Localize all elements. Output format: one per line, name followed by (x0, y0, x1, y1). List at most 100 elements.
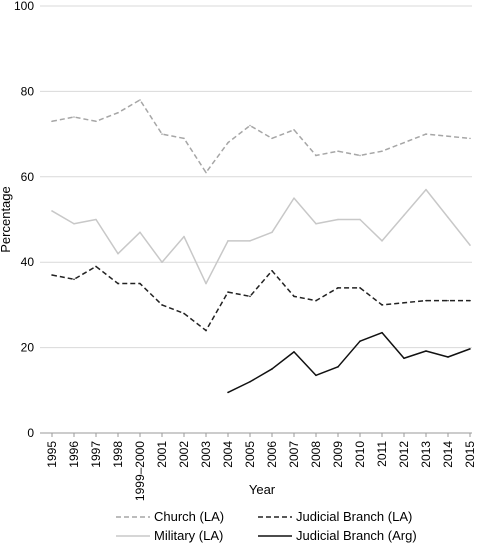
data-point (139, 99, 141, 101)
data-point (403, 301, 405, 304)
data-point (271, 368, 273, 370)
x-tick-label: 2004 (221, 441, 235, 468)
data-point (337, 287, 339, 289)
x-tick-label: 2008 (309, 441, 323, 468)
x-tick-label: 2011 (375, 441, 389, 467)
series-line-0 (51, 99, 471, 174)
x-tick-label: 2005 (243, 441, 257, 468)
data-point (447, 135, 449, 138)
x-tick-label: 2010 (353, 441, 367, 468)
x-tick-label: 2006 (265, 441, 279, 468)
data-point (447, 216, 449, 219)
data-point (95, 218, 97, 221)
data-point (95, 120, 97, 123)
legend-label-3: Judicial Branch (Arg) (296, 528, 417, 543)
data-point (359, 154, 361, 157)
data-point (315, 154, 317, 157)
data-point (447, 299, 449, 302)
x-tick-label: 2015 (463, 441, 477, 468)
data-point (271, 231, 273, 234)
data-point (117, 252, 119, 255)
series-line-2 (51, 265, 470, 332)
y-tick-label: 40 (21, 255, 35, 269)
series-lines (51, 99, 471, 394)
data-point (403, 214, 405, 217)
data-point (315, 299, 317, 302)
data-point (425, 350, 427, 352)
data-point (205, 329, 207, 332)
data-point (161, 261, 163, 264)
data-point (249, 380, 251, 383)
data-point (249, 295, 251, 298)
data-point (227, 240, 229, 242)
x-tick-label: 2002 (177, 441, 191, 468)
data-point (359, 218, 361, 221)
x-tick-label: 2013 (419, 441, 433, 468)
data-point (293, 351, 295, 353)
data-point (227, 141, 229, 144)
data-point (117, 282, 119, 285)
data-point (337, 366, 339, 368)
data-point (469, 137, 471, 140)
legend-label-0: Church (LA) (154, 509, 224, 524)
data-point (469, 348, 471, 350)
data-point (249, 124, 251, 127)
y-tick-label: 0 (27, 426, 34, 440)
x-tick-label: 2012 (397, 441, 411, 468)
data-point (183, 137, 185, 140)
data-point (381, 240, 383, 242)
data-point (139, 231, 141, 234)
legend-label-1: Military (LA) (154, 528, 223, 543)
y-tick-label: 80 (21, 84, 35, 98)
data-point (337, 218, 339, 221)
data-point (337, 150, 339, 152)
x-tick-label: 1995 (45, 441, 59, 468)
data-point (51, 210, 53, 212)
data-point (359, 287, 361, 289)
data-point (183, 235, 185, 238)
y-tick-label: 60 (21, 170, 35, 184)
data-point (73, 116, 75, 118)
data-point (315, 374, 317, 377)
series-line-3 (227, 331, 471, 394)
data-point (205, 171, 207, 174)
x-tick-label: 2009 (331, 441, 345, 468)
data-point (73, 278, 75, 281)
data-point (139, 282, 141, 285)
data-point (227, 391, 229, 394)
gridlines (40, 5, 472, 349)
data-point (95, 265, 97, 268)
data-point (381, 304, 383, 306)
x-tick-label: 1997 (89, 441, 103, 468)
data-point (425, 299, 427, 302)
x-tick-label: 1996 (67, 441, 81, 468)
data-point (271, 137, 273, 140)
series-line-1 (51, 188, 471, 285)
data-point (271, 269, 273, 272)
data-point (227, 291, 229, 293)
data-point (315, 222, 317, 225)
y-tick-label: 100 (14, 0, 34, 13)
x-axis-ticks: 1995 1996 1997 1998 1999–2000 2001 2002 2003 200… (45, 433, 477, 501)
data-point (425, 188, 427, 191)
legend-label-2: Judicial Branch (LA) (296, 509, 412, 524)
x-axis-title: Year (249, 482, 276, 497)
data-point (359, 340, 361, 342)
data-point (403, 141, 405, 144)
data-point (403, 357, 405, 360)
data-point (425, 133, 427, 135)
x-tick-label: 2001 (155, 441, 169, 468)
data-point (381, 150, 383, 152)
data-point (51, 120, 53, 123)
data-point (293, 197, 295, 199)
data-point (51, 274, 53, 276)
x-tick-label: 2014 (441, 441, 455, 468)
data-point (117, 111, 119, 114)
data-point (469, 299, 471, 302)
y-axis-ticks: 0 20 40 60 80 100 (14, 0, 34, 440)
data-point (381, 331, 383, 334)
x-tick-label: 2007 (287, 441, 301, 468)
data-point (249, 240, 251, 242)
data-point (469, 244, 471, 246)
